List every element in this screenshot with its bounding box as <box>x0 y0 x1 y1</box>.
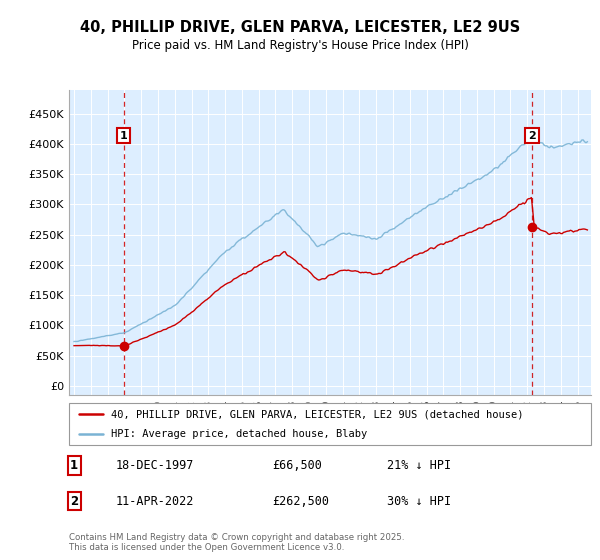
Text: £66,500: £66,500 <box>272 459 322 472</box>
Text: This data is licensed under the Open Government Licence v3.0.: This data is licensed under the Open Gov… <box>69 543 344 552</box>
Text: 11-APR-2022: 11-APR-2022 <box>116 494 194 508</box>
Text: 21% ↓ HPI: 21% ↓ HPI <box>388 459 452 472</box>
Text: HPI: Average price, detached house, Blaby: HPI: Average price, detached house, Blab… <box>111 429 367 438</box>
FancyBboxPatch shape <box>69 403 591 445</box>
Text: Contains HM Land Registry data © Crown copyright and database right 2025.: Contains HM Land Registry data © Crown c… <box>69 533 404 542</box>
Text: 1: 1 <box>120 130 128 141</box>
Text: 2: 2 <box>70 494 78 508</box>
Text: Price paid vs. HM Land Registry's House Price Index (HPI): Price paid vs. HM Land Registry's House … <box>131 39 469 52</box>
Text: 30% ↓ HPI: 30% ↓ HPI <box>388 494 452 508</box>
Text: 18-DEC-1997: 18-DEC-1997 <box>116 459 194 472</box>
Text: 1: 1 <box>70 459 78 472</box>
Text: 40, PHILLIP DRIVE, GLEN PARVA, LEICESTER, LE2 9US (detached house): 40, PHILLIP DRIVE, GLEN PARVA, LEICESTER… <box>111 409 523 419</box>
Text: 2: 2 <box>528 130 536 141</box>
Text: £262,500: £262,500 <box>272 494 329 508</box>
Text: 40, PHILLIP DRIVE, GLEN PARVA, LEICESTER, LE2 9US: 40, PHILLIP DRIVE, GLEN PARVA, LEICESTER… <box>80 20 520 35</box>
